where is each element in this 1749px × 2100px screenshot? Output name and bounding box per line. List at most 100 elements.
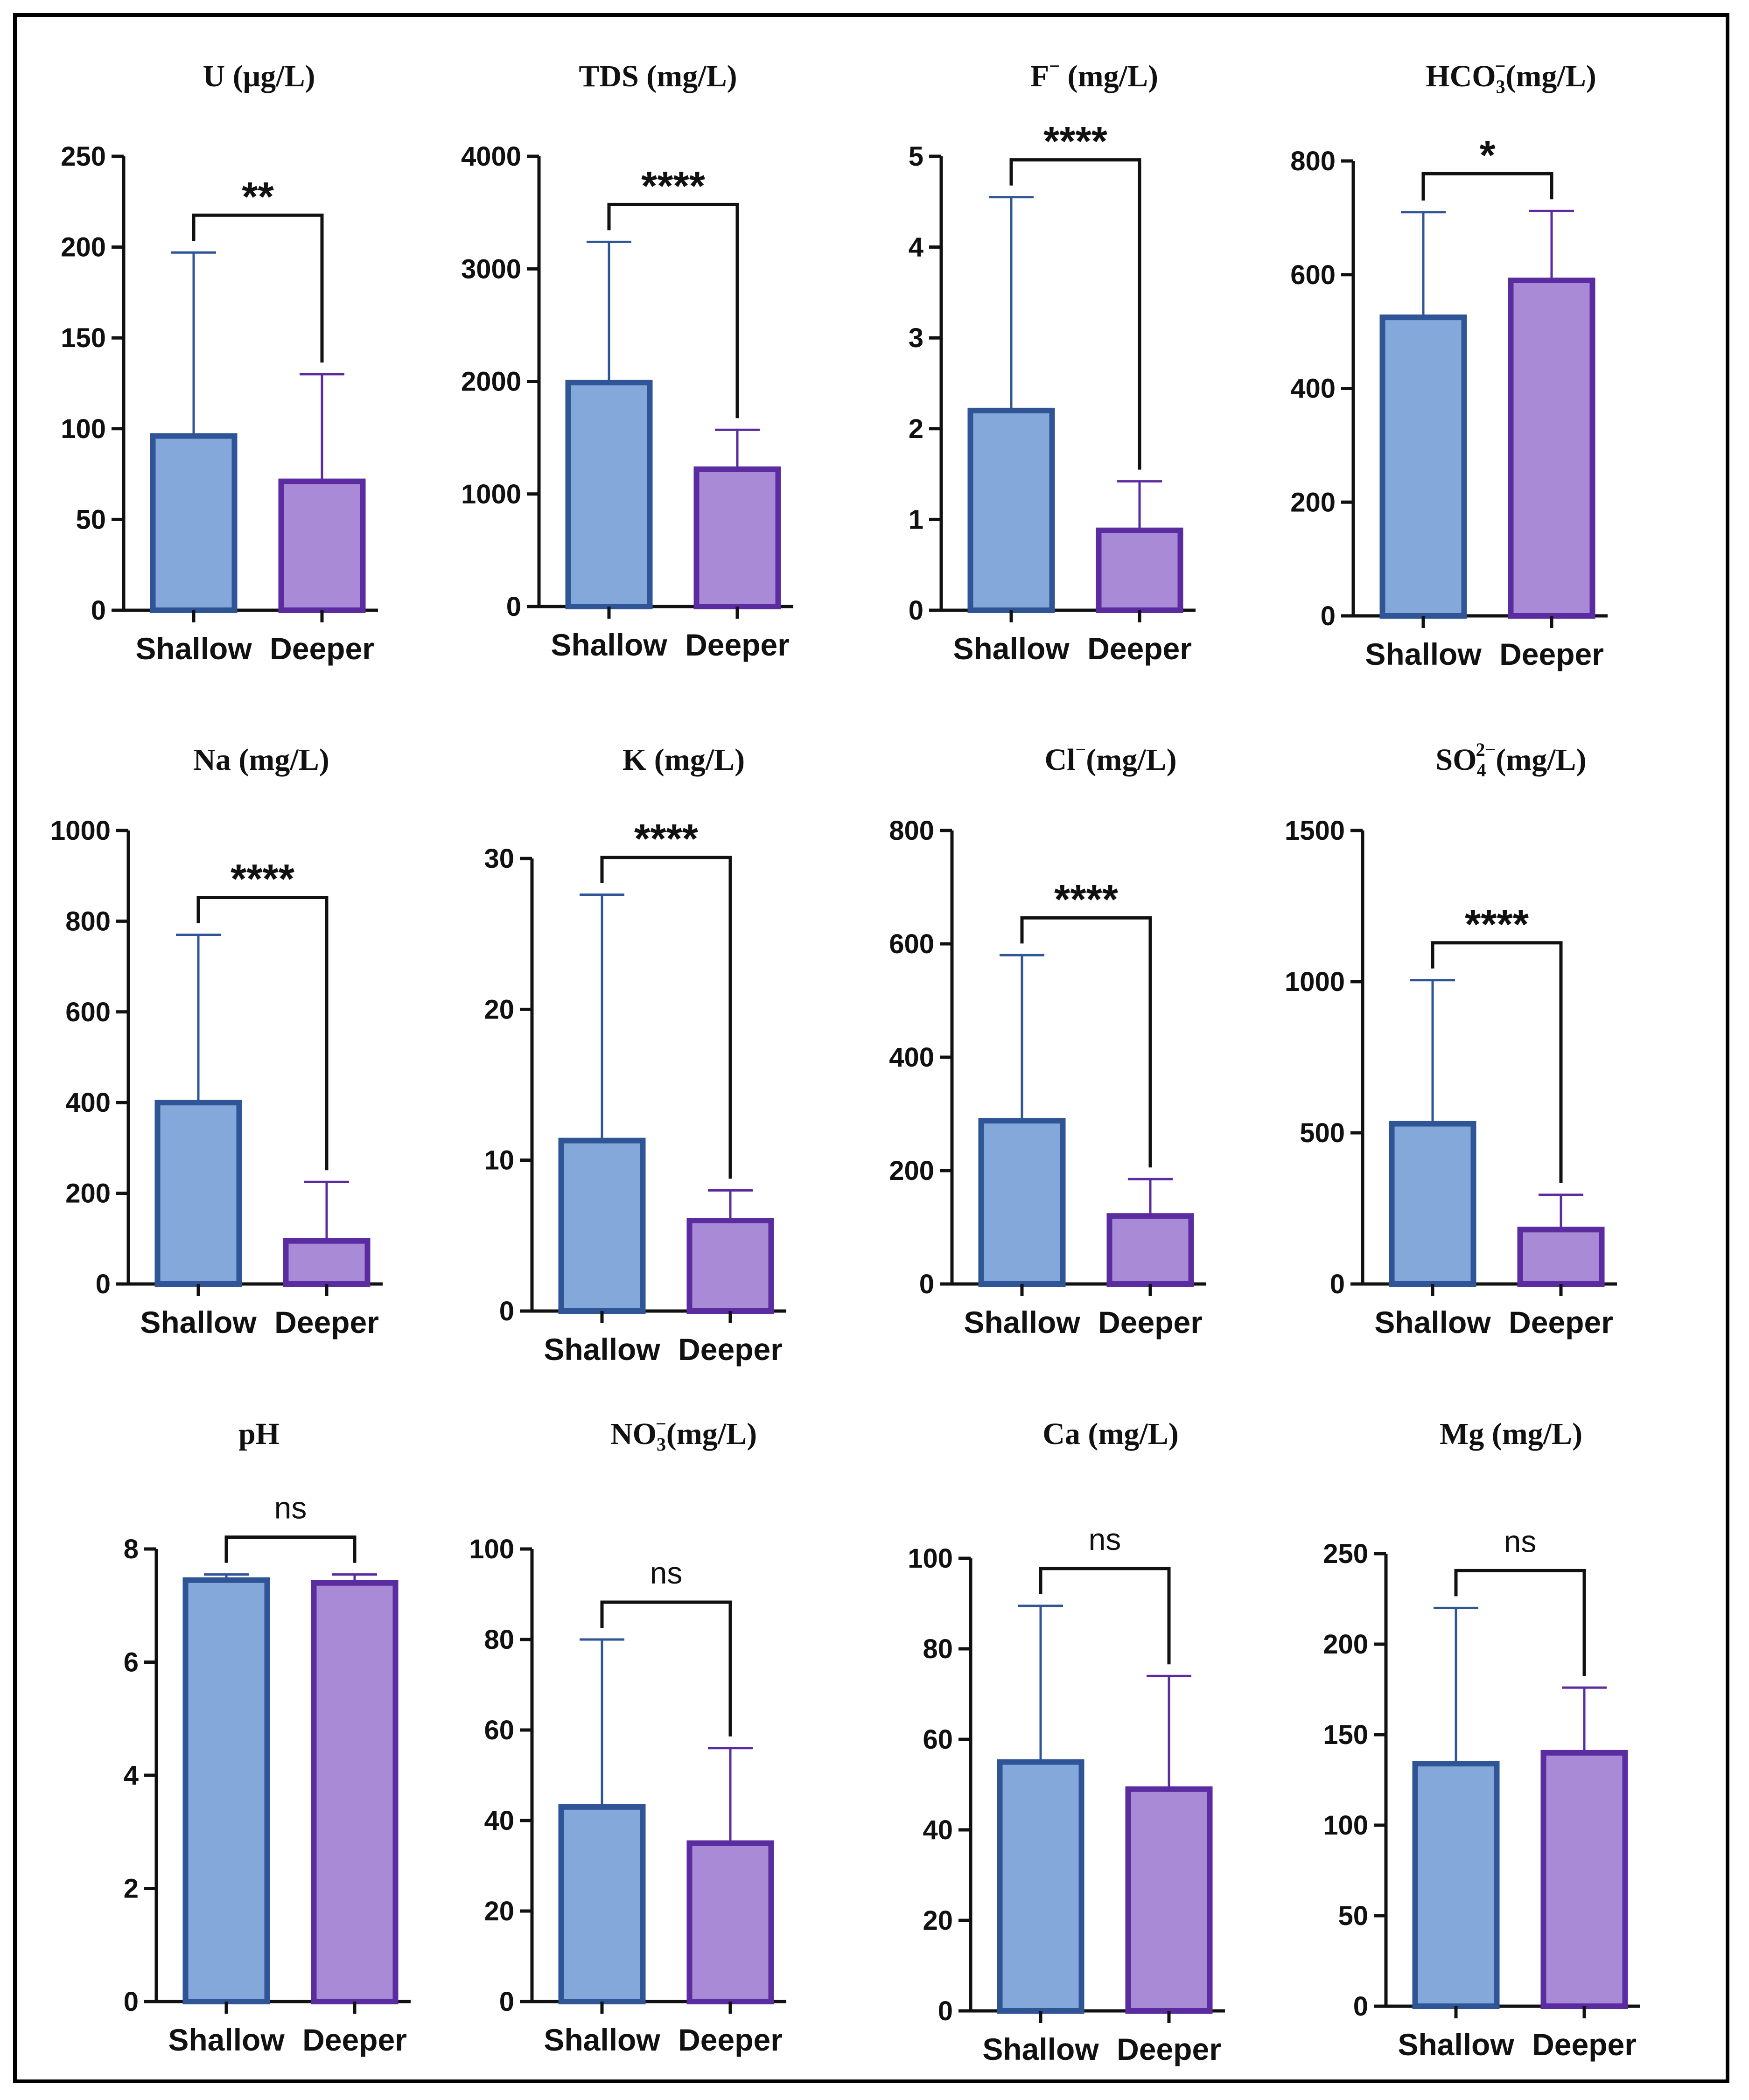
y-tick-label: 800 [1290, 146, 1336, 176]
significance-bracket [1009, 158, 1141, 470]
x-tick-label: Deeper [1532, 2027, 1637, 2062]
y-tick-label: 0 [91, 595, 106, 626]
y-tick-label: 6 [124, 1647, 139, 1678]
y-tick-label: 80 [484, 1625, 514, 1655]
y-tick-label: 0 [919, 1269, 934, 1299]
y-tick-label: 80 [923, 1634, 953, 1664]
significance-bracket [1431, 941, 1563, 1183]
x-tick-label: Deeper [678, 1332, 783, 1367]
significance-bracket [1020, 916, 1152, 1168]
y-tick-label: 4 [124, 1760, 139, 1791]
y-tick-label: 0 [124, 1987, 139, 2017]
y-tick-label: 1000 [461, 479, 521, 509]
bar-shallow [1389, 1121, 1476, 1287]
y-tick-label: 500 [1300, 1118, 1345, 1148]
y-tick-label: 250 [1323, 1539, 1368, 1569]
x-tick-label: Shallow [953, 631, 1070, 666]
bar-deeper [1096, 527, 1183, 613]
y-tick-label: 400 [65, 1088, 111, 1118]
x-tick-label: Deeper [270, 631, 374, 666]
y-tick-label: 0 [1330, 1269, 1345, 1299]
y-tick-label: 0 [499, 1987, 514, 2017]
y-tick-label: 2 [124, 1874, 139, 1904]
chart-title: K (mg/L) [623, 743, 745, 777]
x-tick-label: Shallow [551, 628, 667, 662]
bar-deeper [283, 1238, 371, 1287]
significance-bracket [224, 1535, 357, 1563]
significance-label: ** [242, 173, 274, 219]
x-tick-label: Shallow [544, 1332, 660, 1367]
chart-title: U (μg/L) [203, 59, 315, 93]
y-tick-label: 250 [61, 141, 106, 172]
y-tick-label: 0 [499, 1296, 514, 1326]
significance-label: **** [634, 816, 699, 862]
y-tick-label: 8 [124, 1534, 139, 1564]
significance-label: **** [231, 856, 295, 902]
y-tick-label: 400 [889, 1042, 934, 1073]
significance-label: **** [1054, 876, 1119, 922]
significance-label: * [1479, 132, 1496, 178]
y-tick-label: 800 [65, 906, 111, 936]
y-tick-label: 50 [76, 504, 106, 535]
x-tick-label: Shallow [1398, 2027, 1514, 2062]
bar-deeper [1508, 277, 1595, 619]
y-tick-label: 60 [923, 1724, 953, 1755]
y-tick-label: 1000 [50, 816, 111, 846]
bar-shallow [997, 1759, 1084, 2014]
significance-bracket [600, 856, 732, 1179]
chart-title: SO42−(mg/L) [1435, 739, 1586, 781]
bar-deeper [311, 1580, 399, 2004]
significance-bracket [607, 202, 739, 419]
x-tick-label: Shallow [964, 1305, 1080, 1340]
x-tick-label: Deeper [1509, 1305, 1613, 1340]
significance-bracket [1454, 1569, 1586, 1676]
significance-bracket [196, 896, 329, 1171]
y-tick-label: 200 [889, 1156, 934, 1186]
bar-shallow [565, 379, 653, 609]
chart-title: NO3−(mg/L) [610, 1413, 757, 1455]
y-tick-label: 200 [1290, 487, 1336, 517]
x-tick-label: Deeper [1499, 637, 1604, 671]
y-tick-label: 200 [61, 232, 106, 263]
y-tick-label: 1500 [1285, 816, 1345, 846]
bar-deeper [1540, 1750, 1628, 2009]
y-tick-label: 0 [1321, 601, 1336, 631]
y-tick-label: 40 [484, 1806, 514, 1836]
y-tick-label: 4 [909, 232, 923, 263]
bar-shallow [558, 1804, 646, 2004]
y-tick-label: 150 [61, 323, 106, 353]
y-tick-label: 1 [909, 504, 923, 535]
y-tick-label: 30 [484, 844, 514, 874]
y-tick-label: 400 [1290, 374, 1336, 404]
x-tick-label: Deeper [1087, 631, 1192, 666]
y-tick-label: 3000 [461, 254, 521, 284]
y-tick-label: 150 [1323, 1720, 1368, 1750]
y-tick-label: 600 [65, 997, 111, 1027]
bar-shallow [1379, 314, 1467, 619]
y-tick-label: 600 [889, 929, 934, 959]
bar-shallow [154, 1100, 242, 1287]
x-tick-label: Shallow [168, 2023, 285, 2057]
x-tick-label: Shallow [140, 1305, 257, 1340]
chart-title: Ca (mg/L) [1042, 1417, 1178, 1451]
chart-title: F− (mg/L) [1030, 56, 1158, 93]
y-tick-label: 0 [506, 592, 521, 622]
bar-shallow [967, 407, 1055, 613]
significance-label: **** [641, 162, 706, 209]
y-tick-label: 4000 [461, 141, 521, 172]
x-tick-label: Shallow [982, 2032, 1099, 2066]
bar-deeper [686, 1840, 774, 2004]
y-tick-label: 20 [484, 1896, 514, 1926]
y-tick-label: 3 [909, 323, 923, 353]
x-tick-label: Deeper [678, 2023, 783, 2057]
x-tick-label: Deeper [1098, 1305, 1203, 1340]
y-tick-label: 600 [1290, 260, 1336, 290]
significance-bracket [1039, 1567, 1171, 1665]
y-tick-label: 2000 [461, 367, 521, 397]
y-tick-label: 5 [909, 141, 923, 172]
significance-label: **** [1043, 118, 1108, 164]
x-tick-label: Deeper [685, 628, 790, 662]
y-tick-label: 100 [61, 414, 106, 444]
y-tick-label: 100 [469, 1534, 514, 1564]
